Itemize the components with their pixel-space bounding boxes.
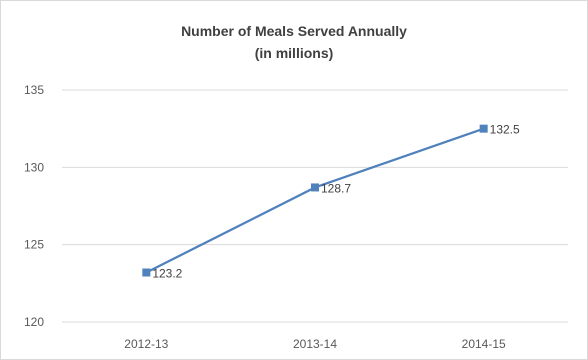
series-line bbox=[145, 127, 485, 274]
y-tick-label: 130 bbox=[24, 160, 44, 174]
data-point bbox=[311, 183, 319, 192]
chart-title-line1: Number of Meals Served Annually bbox=[181, 23, 407, 39]
y-tick-label: 135 bbox=[24, 83, 44, 97]
x-tick-label: 2013-14 bbox=[293, 337, 337, 351]
data-label: 128.7 bbox=[321, 181, 351, 195]
chart-subtitle: (in millions) bbox=[254, 45, 334, 61]
x-tick-label: 2014-15 bbox=[462, 337, 506, 351]
chart-title: Number of Meals Served Annually (in mill… bbox=[0, 20, 588, 64]
x-tick-label: 2012-13 bbox=[124, 337, 168, 351]
data-point bbox=[142, 268, 151, 277]
y-tick-label: 120 bbox=[24, 315, 44, 329]
y-tick-label: 125 bbox=[24, 238, 44, 252]
data-label: 123.2 bbox=[152, 267, 182, 281]
data-label: 132.5 bbox=[490, 123, 520, 137]
data-point bbox=[479, 124, 488, 133]
